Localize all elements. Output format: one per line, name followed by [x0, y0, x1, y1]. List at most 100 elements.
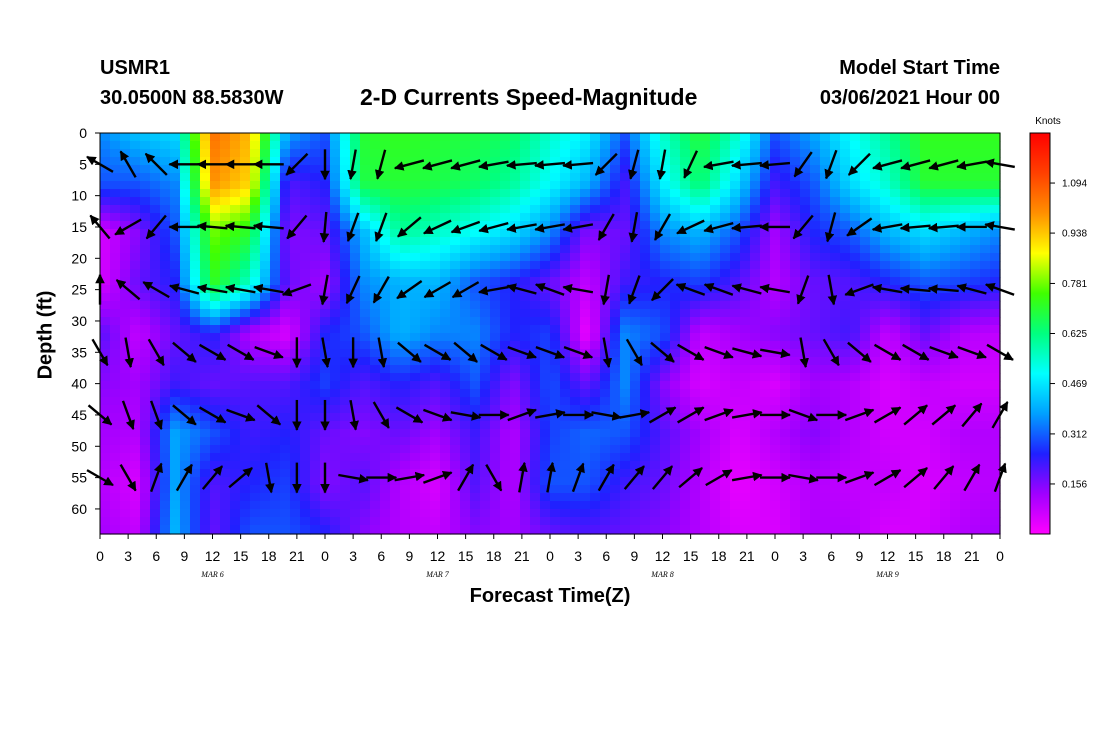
- heat-cell: [730, 173, 741, 182]
- heat-cell: [950, 317, 961, 326]
- heat-cell: [230, 221, 241, 230]
- heat-cell: [680, 469, 691, 478]
- heat-cell: [510, 405, 521, 414]
- heat-cell: [710, 317, 721, 326]
- heat-cell: [510, 277, 521, 286]
- heat-cell: [640, 245, 651, 254]
- heat-cell: [300, 429, 311, 438]
- heat-cell: [500, 501, 511, 510]
- heat-cell: [400, 501, 411, 510]
- heat-cell: [720, 389, 731, 398]
- heat-cell: [670, 333, 681, 342]
- heat-cell: [460, 261, 471, 270]
- heat-cell: [820, 381, 831, 390]
- heat-cell: [720, 237, 731, 246]
- x-tick-label: 15: [683, 548, 699, 564]
- heat-cell: [310, 365, 321, 374]
- heat-cell: [850, 509, 861, 518]
- heat-cell: [940, 181, 951, 190]
- heat-cell: [670, 421, 681, 430]
- heat-cell: [120, 389, 131, 398]
- heat-cell: [570, 445, 581, 454]
- heat-cell: [890, 173, 901, 182]
- heat-cell: [690, 261, 701, 270]
- heat-cell: [410, 301, 421, 310]
- heat-cell: [740, 517, 751, 526]
- heat-cell: [820, 245, 831, 254]
- heat-cell: [990, 365, 1001, 374]
- heat-cell: [740, 501, 751, 510]
- heat-cell: [970, 477, 981, 486]
- heat-cell: [700, 309, 711, 318]
- current-vector: [844, 408, 875, 422]
- heat-cell: [490, 293, 501, 302]
- heat-cell: [100, 189, 111, 198]
- heat-cell: [500, 253, 511, 262]
- heat-cell: [390, 333, 401, 342]
- heat-cell: [320, 373, 331, 382]
- heat-cell: [480, 229, 491, 238]
- heat-cell: [640, 509, 651, 518]
- heat-cell: [610, 317, 621, 326]
- heat-cell: [300, 157, 311, 166]
- heat-cell: [980, 197, 991, 206]
- heat-cell: [620, 133, 631, 142]
- heat-cell: [410, 453, 421, 462]
- heat-cell: [240, 261, 251, 270]
- heat-cell: [250, 445, 261, 454]
- heat-cell: [590, 341, 601, 350]
- heat-cell: [130, 165, 141, 174]
- heat-cell: [970, 381, 981, 390]
- heat-cell: [550, 469, 561, 478]
- heat-cell: [310, 381, 321, 390]
- heat-cell: [630, 309, 641, 318]
- heat-cell: [310, 269, 321, 278]
- heat-cell: [340, 309, 351, 318]
- heat-cell: [200, 333, 211, 342]
- current-vector: [196, 283, 228, 294]
- heat-cell: [650, 309, 661, 318]
- heat-cell: [530, 461, 541, 470]
- heat-cell: [570, 477, 581, 486]
- heat-cell: [820, 349, 831, 358]
- heat-cell: [950, 373, 961, 382]
- heat-cell: [330, 253, 341, 262]
- heat-cell: [300, 237, 311, 246]
- heat-cell: [500, 237, 511, 246]
- heat-cell: [120, 141, 131, 150]
- heat-cell: [340, 237, 351, 246]
- heat-cell: [430, 341, 441, 350]
- heat-cell: [460, 325, 471, 334]
- heat-cell: [160, 293, 171, 302]
- heat-cell: [310, 469, 321, 478]
- heat-cell: [410, 165, 421, 174]
- heat-cell: [480, 261, 491, 270]
- heat-cell: [470, 333, 481, 342]
- heat-cell: [710, 293, 721, 302]
- heat-cell: [600, 501, 611, 510]
- heat-cell: [230, 253, 241, 262]
- current-vector: [793, 151, 813, 178]
- heat-cell: [230, 197, 241, 206]
- heat-cell: [810, 469, 821, 478]
- heat-cell: [420, 253, 431, 262]
- heat-cell: [380, 237, 391, 246]
- heat-cell: [100, 197, 111, 206]
- heat-cell: [220, 477, 231, 486]
- heat-cell: [770, 333, 781, 342]
- heat-cell: [590, 333, 601, 342]
- heat-cell: [190, 253, 201, 262]
- heat-cell: [830, 285, 841, 294]
- heat-cell: [500, 229, 511, 238]
- heat-cell: [950, 165, 961, 174]
- heat-cell: [870, 429, 881, 438]
- heat-cell: [180, 133, 191, 142]
- heat-cell: [120, 221, 131, 230]
- heat-cell: [440, 293, 451, 302]
- heat-cell: [380, 493, 391, 502]
- heat-cell: [280, 261, 291, 270]
- heat-cell: [810, 365, 821, 374]
- heat-cell: [980, 373, 991, 382]
- heat-cell: [400, 461, 411, 470]
- heat-cell: [830, 445, 841, 454]
